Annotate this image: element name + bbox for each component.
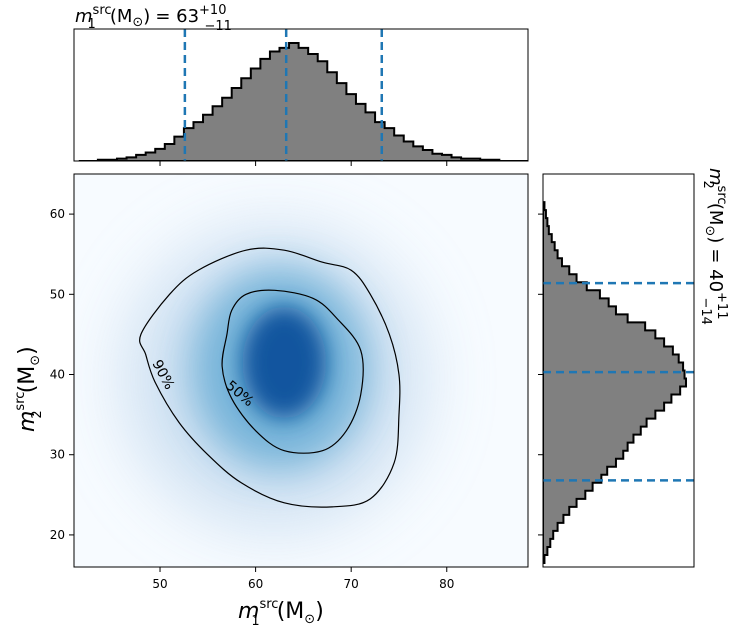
joint-y-ticks: 20 30 40 50 60 [50,207,74,542]
x-tick-label: 80 [439,577,454,591]
density-heatmap: 90% 50% [124,228,425,529]
top-marginal-frame [73,28,529,162]
contour-90 [139,247,401,508]
y-axis-label: msrc2(M⊙) [13,346,45,432]
contour-50 [221,289,364,454]
y-tick-label: 50 [50,287,65,301]
right-marginal-frame [542,173,695,568]
x-tick-label: 50 [152,577,167,591]
joint-panel: 90% 50% 50 60 70 80 20 30 40 50 60 msrc 1 (M⊙) ms… [13,173,529,629]
top-marginal-panel: msrc 1 (M⊙) = 63+10 −11 [73,3,529,166]
x-tick-label: 60 [248,577,263,591]
top-marginal-ticks [159,161,448,166]
right-marginal-panel: msrc2(M⊙)= 40+11−14 [538,168,729,568]
right-histogram [543,201,687,564]
joint-frame [73,173,529,568]
top-quantile-lines [183,29,384,161]
right-marginal-title: msrc2(M⊙)= 40+11−14 [698,168,729,325]
joint-x-ticks: 50 60 70 80 [152,567,454,591]
x-axis-label: msrc 1 (M⊙) [238,597,324,629]
density-core [242,306,327,419]
y-tick-label: 40 [50,368,65,382]
top-marginal-title: msrc 1 (M⊙) = 63+10 −11 [75,3,232,34]
y-tick-label: 20 [50,528,65,542]
y-tick-label: 30 [50,448,65,462]
right-marginal-ticks [538,213,543,536]
top-histogram [78,42,528,161]
y-tick-label: 60 [50,207,65,221]
x-tick-label: 70 [344,577,359,591]
